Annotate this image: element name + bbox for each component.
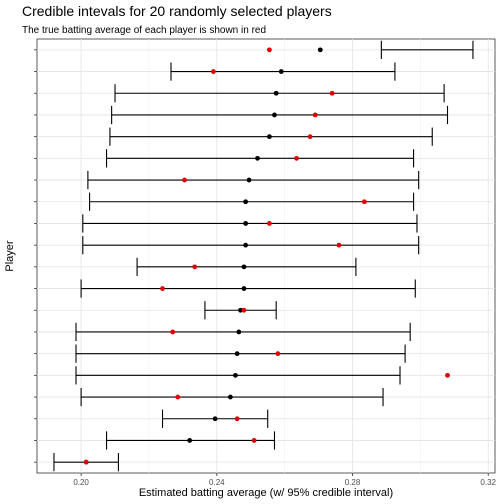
marks (53, 40, 474, 472)
true-average-point (266, 221, 272, 226)
estimate-point (272, 112, 277, 118)
true-average-point (336, 242, 342, 248)
player-interval (75, 322, 411, 342)
true-average-point (266, 47, 272, 53)
player-interval (136, 257, 357, 276)
player-interval (161, 409, 269, 428)
player-interval (89, 192, 415, 211)
estimate-point (241, 264, 247, 270)
estimate-point (246, 177, 252, 183)
true-average-point (234, 416, 240, 422)
estimate-point (243, 242, 249, 248)
estimate-point (233, 372, 238, 378)
player-interval (80, 387, 384, 407)
player-interval (111, 105, 449, 125)
player-interval (105, 149, 415, 168)
chart-subtitle: The true batting average of each player … (22, 25, 266, 36)
true-average-point (307, 134, 313, 140)
true-average-point (312, 112, 318, 118)
y-axis-label: Player (4, 240, 16, 272)
player-interval (114, 84, 445, 103)
player-interval (82, 236, 420, 255)
true-average-point (192, 264, 198, 270)
estimate-point (278, 69, 284, 74)
player-interval (266, 40, 474, 59)
x-axis-label: Estimated batting average (w/ 95% credib… (139, 487, 393, 499)
estimate-point (255, 155, 260, 161)
estimate-point (238, 307, 243, 313)
estimate-point (187, 438, 193, 443)
x-tick-label: 0.32 (480, 478, 496, 487)
estimate-point (317, 47, 323, 53)
player-interval (109, 127, 433, 146)
true-average-point (170, 329, 176, 335)
true-average-point (251, 438, 257, 443)
true-average-point (294, 155, 299, 161)
player-interval (105, 431, 276, 450)
true-average-point (175, 394, 181, 400)
chart-title: Credible intevals for 20 randomly select… (22, 3, 332, 19)
x-tick-label: 0.24 (209, 478, 225, 487)
estimate-point (236, 329, 242, 335)
true-average-point (361, 199, 367, 205)
true-average-point (329, 90, 335, 96)
true-average-point (160, 286, 165, 291)
estimate-point (234, 351, 240, 357)
player-interval (82, 214, 418, 233)
true-average-point (83, 459, 89, 465)
true-average-point (241, 307, 247, 313)
x-tick-label: 0.28 (345, 478, 361, 487)
estimate-point (227, 394, 233, 400)
plot-panel (36, 38, 496, 474)
player-interval (87, 170, 420, 190)
player-interval (80, 279, 416, 298)
estimate-point (241, 286, 247, 291)
estimate-point (266, 134, 272, 140)
player-interval (75, 344, 406, 363)
x-tick-label: 0.20 (73, 478, 89, 487)
player-interval (204, 301, 277, 320)
true-average-point (445, 372, 450, 378)
estimate-point (212, 416, 218, 422)
estimate-point (243, 221, 249, 226)
true-average-point (211, 69, 216, 74)
true-average-point (275, 351, 281, 357)
player-interval (75, 366, 450, 385)
player-interval (53, 453, 119, 472)
axes: 0.20 0.24 0.28 0.32 (34, 49, 497, 487)
player-interval (170, 62, 396, 81)
estimate-point (243, 199, 249, 205)
estimate-point (273, 90, 279, 96)
true-average-point (182, 177, 187, 183)
